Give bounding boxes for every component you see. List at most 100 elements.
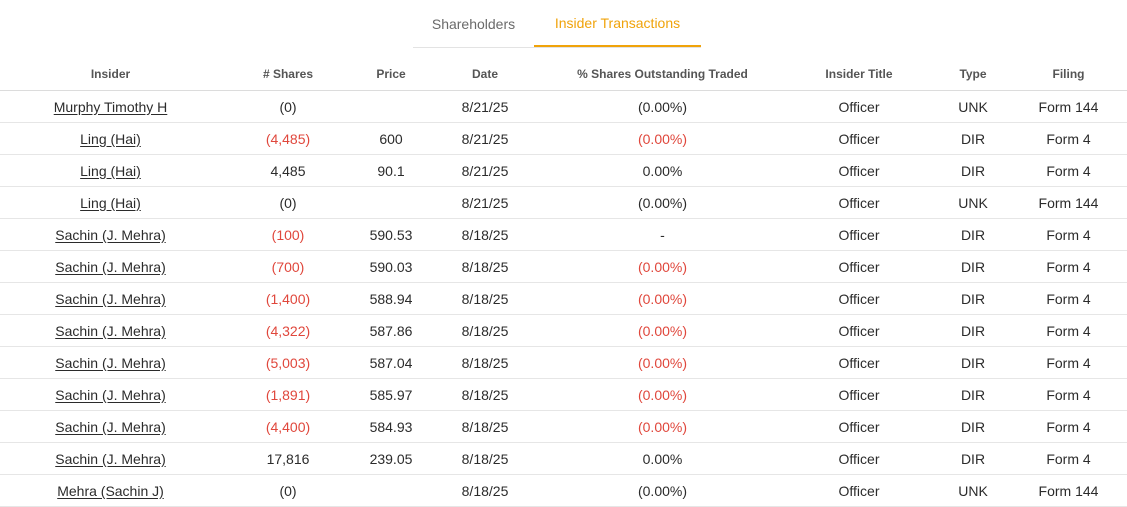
cell-price: 585.97 [355, 378, 427, 411]
cell-date: 8/18/25 [427, 250, 543, 283]
cell-insider-title: Officer [782, 378, 936, 411]
cell-date: 8/18/25 [427, 378, 543, 411]
cell-pct-traded: (0.00%) [543, 378, 782, 411]
cell-date: 8/21/25 [427, 186, 543, 219]
insider-name-link[interactable]: Sachin (J. Mehra) [55, 450, 166, 467]
cell-date: 8/18/25 [427, 442, 543, 475]
cell-shares: (1,891) [221, 378, 355, 411]
cell-date: 8/21/25 [427, 90, 543, 123]
cell-insider-title: Officer [782, 314, 936, 347]
cell-insider-title: Officer [782, 186, 936, 219]
cell-shares: (4,322) [221, 314, 355, 347]
cell-date: 8/21/25 [427, 122, 543, 155]
cell-type: UNK [936, 90, 1010, 123]
table-row: Ling (Hai) (0) 8/21/25 (0.00%) Officer UNK For… [0, 186, 1127, 219]
cell-pct-traded: (0.00%) [543, 474, 782, 507]
table-row: Sachin (J. Mehra) (4,400) 584.93 8/18/25 (0.… [0, 410, 1127, 443]
cell-date: 8/18/25 [427, 218, 543, 251]
cell-pct-traded: (0.00%) [543, 186, 782, 219]
insider-name-link[interactable]: Mehra (Sachin J) [57, 482, 164, 499]
table-row: Murphy Timothy H (0) 8/21/25 (0.00%) Officer… [0, 90, 1127, 123]
table-row: Sachin (J. Mehra) (5,003) 587.04 8/18/25 (0.… [0, 346, 1127, 379]
cell-shares: (5,003) [221, 346, 355, 379]
cell-insider: Murphy Timothy H [0, 90, 221, 123]
cell-insider-title: Officer [782, 282, 936, 315]
header-insider-title: Insider Title [782, 58, 936, 91]
cell-date: 8/18/25 [427, 314, 543, 347]
cell-filing: Form 144 [1010, 90, 1127, 123]
cell-price: 590.53 [355, 218, 427, 251]
tab-shareholders[interactable]: Shareholders [413, 0, 534, 47]
cell-shares: (1,400) [221, 282, 355, 315]
cell-filing: Form 4 [1010, 250, 1127, 283]
insider-name-link[interactable]: Murphy Timothy H [53, 98, 168, 115]
cell-shares: 17,816 [221, 442, 355, 475]
insider-name-link[interactable]: Ling (Hai) [80, 162, 141, 179]
cell-insider: Ling (Hai) [0, 122, 221, 155]
cell-filing: Form 144 [1010, 474, 1127, 507]
cell-filing: Form 4 [1010, 122, 1127, 155]
cell-shares: (100) [221, 218, 355, 251]
cell-insider-title: Officer [782, 154, 936, 187]
table-row: Mehra (Sachin J) (0) 8/18/25 (0.00%) Officer… [0, 474, 1127, 507]
insider-name-link[interactable]: Ling (Hai) [80, 130, 141, 147]
cell-shares: (4,485) [221, 122, 355, 155]
cell-pct-traded: (0.00%) [543, 122, 782, 155]
insider-name-link[interactable]: Sachin (J. Mehra) [55, 418, 166, 435]
cell-type: DIR [936, 122, 1010, 155]
cell-filing: Form 4 [1010, 442, 1127, 475]
insider-name-link[interactable]: Sachin (J. Mehra) [55, 354, 166, 371]
insider-name-link[interactable]: Sachin (J. Mehra) [55, 258, 166, 275]
cell-insider: Mehra (Sachin J) [0, 474, 221, 507]
insider-name-link[interactable]: Sachin (J. Mehra) [55, 226, 166, 243]
cell-pct-traded: (0.00%) [543, 282, 782, 315]
header-type: Type [936, 58, 1010, 91]
insider-name-link[interactable]: Sachin (J. Mehra) [55, 290, 166, 307]
cell-shares: 4,485 [221, 154, 355, 187]
cell-insider-title: Officer [782, 90, 936, 123]
cell-filing: Form 4 [1010, 218, 1127, 251]
cell-price: 588.94 [355, 282, 427, 315]
cell-pct-traded: (0.00%) [543, 90, 782, 123]
insider-name-link[interactable]: Ling (Hai) [80, 194, 141, 211]
cell-shares: (0) [221, 186, 355, 219]
cell-insider: Sachin (J. Mehra) [0, 218, 221, 251]
header-shares: # Shares [221, 58, 355, 91]
cell-date: 8/18/25 [427, 410, 543, 443]
cell-insider-title: Officer [782, 250, 936, 283]
cell-type: DIR [936, 442, 1010, 475]
table-row: Sachin (J. Mehra) (700) 590.03 8/18/25 (0.00… [0, 250, 1127, 283]
insider-name-link[interactable]: Sachin (J. Mehra) [55, 322, 166, 339]
cell-filing: Form 4 [1010, 282, 1127, 315]
cell-type: DIR [936, 314, 1010, 347]
cell-insider: Sachin (J. Mehra) [0, 410, 221, 443]
tab-bar: Shareholders Insider Transactions [413, 0, 701, 48]
header-pct-shares-outstanding: % Shares Outstanding Traded [543, 58, 782, 91]
cell-type: UNK [936, 186, 1010, 219]
cell-type: DIR [936, 410, 1010, 443]
cell-type: UNK [936, 474, 1010, 507]
tab-insider-transactions-label: Insider Transactions [554, 14, 681, 31]
cell-insider: Sachin (J. Mehra) [0, 250, 221, 283]
cell-price: 590.03 [355, 250, 427, 283]
cell-shares: (0) [221, 90, 355, 123]
cell-filing: Form 4 [1010, 154, 1127, 187]
cell-price: 239.05 [355, 442, 427, 475]
cell-price [355, 186, 427, 219]
cell-date: 8/21/25 [427, 154, 543, 187]
tab-insider-transactions[interactable]: Insider Transactions [534, 0, 701, 47]
cell-pct-traded: (0.00%) [543, 410, 782, 443]
header-filing: Filing [1010, 58, 1127, 91]
header-date: Date [427, 58, 543, 91]
tab-shareholders-label: Shareholders [431, 15, 516, 32]
cell-pct-traded: (0.00%) [543, 250, 782, 283]
insider-name-link[interactable]: Sachin (J. Mehra) [55, 386, 166, 403]
insider-transactions-table: Insider # Shares Price Date % Shares Out… [0, 58, 1127, 507]
cell-pct-traded: 0.00% [543, 154, 782, 187]
cell-type: DIR [936, 154, 1010, 187]
cell-type: DIR [936, 378, 1010, 411]
header-price: Price [355, 58, 427, 91]
cell-insider: Ling (Hai) [0, 154, 221, 187]
cell-date: 8/18/25 [427, 474, 543, 507]
cell-insider: Sachin (J. Mehra) [0, 442, 221, 475]
